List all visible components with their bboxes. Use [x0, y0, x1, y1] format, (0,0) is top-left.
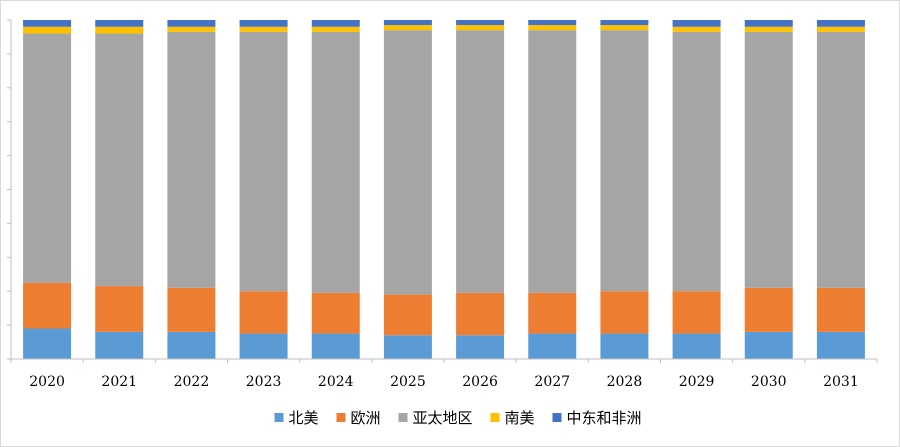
bar-2027-series-4: [528, 20, 577, 26]
bar-2020-series-2: [23, 33, 72, 283]
legend-swatch-0: [274, 413, 284, 422]
bar-2030-series-0: [744, 331, 793, 359]
bar-2020-series-0: [23, 328, 72, 359]
bar-2024-series-2: [311, 31, 360, 293]
legend-item-3: 南美: [490, 409, 535, 427]
bar-2025-series-2: [383, 30, 432, 295]
legend-swatch-2: [398, 413, 408, 422]
bar-2029-series-3: [672, 26, 721, 32]
bar-2026-series-0: [456, 335, 505, 359]
bar-2031-series-0: [816, 331, 865, 359]
x-tick-label-2021: 2021: [101, 374, 137, 390]
bar-2028-series-0: [600, 333, 649, 359]
x-tick-label-2020: 2020: [29, 374, 65, 390]
bar-2029-series-2: [672, 31, 721, 292]
bar-2031-series-4: [816, 20, 865, 27]
bar-2022-series-1: [167, 287, 216, 332]
legend-swatch-3: [490, 413, 500, 422]
bar-2020-series-3: [23, 26, 72, 34]
bar-2028-series-4: [600, 20, 649, 26]
bar-2025-series-4: [383, 20, 432, 26]
bar-2029-series-4: [672, 20, 721, 27]
bar-2024-series-3: [311, 26, 360, 32]
bar-2023-series-4: [239, 20, 288, 27]
bar-2027-series-3: [528, 25, 577, 31]
bar-2022-series-0: [167, 331, 216, 359]
bar-2022-series-4: [167, 20, 216, 27]
bar-2021-series-1: [95, 286, 144, 332]
legend-swatch-4: [552, 413, 562, 422]
bar-2031-series-3: [816, 26, 865, 32]
bar-2021-series-0: [95, 331, 144, 359]
bar-2030-series-2: [744, 31, 793, 288]
bar-2022-series-2: [167, 31, 216, 288]
bar-2021-series-4: [95, 20, 144, 27]
bar-2026-series-4: [456, 20, 505, 26]
legend-label-4: 中东和非洲: [567, 409, 642, 427]
legend-item-0: 北美: [274, 409, 319, 427]
bar-2027-series-0: [528, 333, 577, 359]
bar-2026-series-1: [456, 292, 505, 336]
x-tick-label-2028: 2028: [607, 374, 643, 390]
x-tick-label-2026: 2026: [462, 374, 498, 390]
bar-2021-series-3: [95, 26, 144, 34]
bar-2021-series-2: [95, 33, 144, 287]
x-tick-label-2030: 2030: [751, 374, 787, 390]
bar-2020-series-4: [23, 20, 72, 27]
bar-2023-series-2: [239, 31, 288, 292]
x-tick-label-2029: 2029: [679, 374, 715, 390]
bars-group: [23, 20, 865, 359]
bar-2029-series-0: [672, 333, 721, 359]
bar-2028-series-2: [600, 30, 649, 292]
bar-2031-series-1: [816, 287, 865, 332]
bar-2023-series-3: [239, 26, 288, 32]
legend-label-3: 南美: [505, 409, 535, 427]
bar-2023-series-1: [239, 291, 288, 334]
axes-group: [7, 19, 878, 363]
legend-item-2: 亚太地区: [398, 409, 473, 427]
bar-2026-series-2: [456, 30, 505, 293]
legend-item-4: 中东和非洲: [552, 409, 642, 427]
bar-2027-series-2: [528, 30, 577, 293]
bar-2028-series-3: [600, 25, 649, 31]
legend-item-1: 欧洲: [336, 409, 381, 427]
bar-2030-series-4: [744, 20, 793, 27]
bar-2025-series-0: [383, 335, 432, 359]
x-tick-label-2022: 2022: [174, 374, 210, 390]
bar-2028-series-1: [600, 291, 649, 334]
bar-2030-series-1: [744, 287, 793, 332]
x-tick-label-2025: 2025: [390, 374, 426, 390]
bar-2024-series-4: [311, 20, 360, 27]
x-tick-label-2031: 2031: [823, 374, 859, 390]
legend-label-1: 欧洲: [351, 409, 381, 427]
bar-2020-series-1: [23, 282, 72, 329]
bar-2024-series-1: [311, 292, 360, 334]
legend: 北美 欧洲 亚太地区 南美 中东和非洲: [274, 409, 642, 427]
bar-2031-series-2: [816, 31, 865, 288]
x-tick-labels: 2020 2021 2022 2023 2024 2025 2026 2027 2028 2029…: [29, 374, 858, 390]
x-tick-label-2024: 2024: [318, 374, 354, 390]
bar-2030-series-3: [744, 26, 793, 32]
legend-label-0: 北美: [289, 409, 319, 427]
bar-2027-series-1: [528, 292, 577, 334]
bar-2026-series-3: [456, 25, 505, 31]
legend-label-2: 亚太地区: [413, 409, 473, 427]
x-tick-label-2027: 2027: [534, 374, 570, 390]
legend-swatch-1: [336, 413, 346, 422]
bar-2023-series-0: [239, 333, 288, 359]
bar-2024-series-0: [311, 333, 360, 359]
bar-2025-series-1: [383, 294, 432, 336]
bar-2025-series-3: [383, 25, 432, 31]
x-tick-label-2023: 2023: [246, 374, 282, 390]
bar-2029-series-1: [672, 291, 721, 334]
bar-2022-series-3: [167, 26, 216, 32]
